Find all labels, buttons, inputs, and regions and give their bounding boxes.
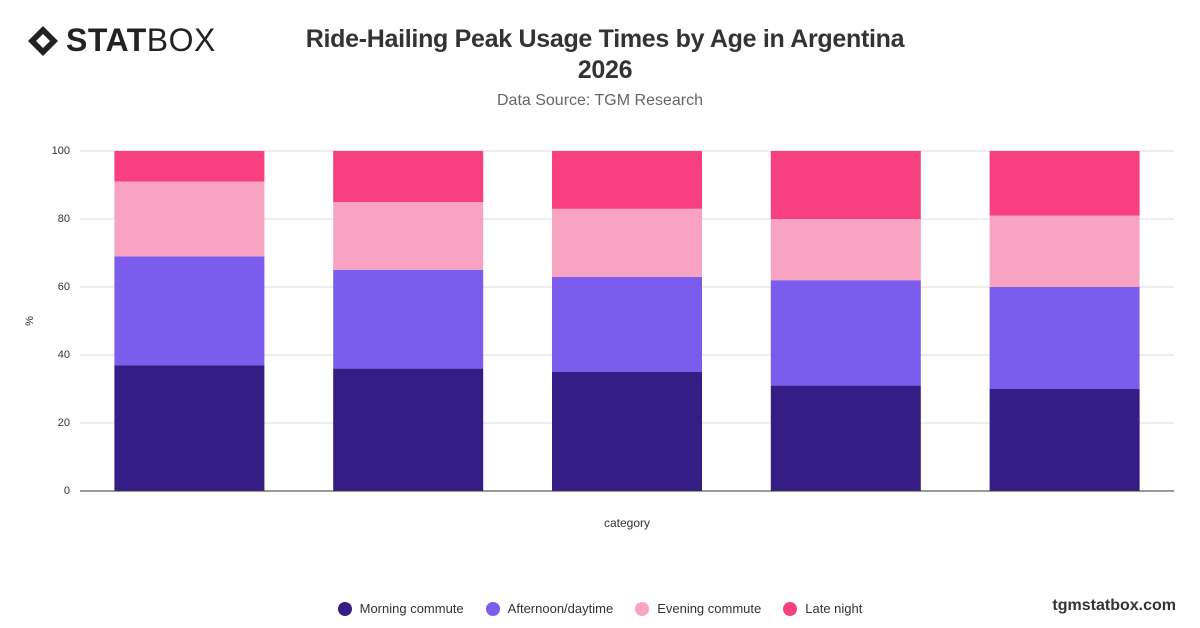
bar-segment bbox=[552, 208, 702, 277]
legend-label: Morning commute bbox=[359, 601, 464, 616]
legend: Morning commute Afternoon/daytime Evening … bbox=[0, 601, 1200, 616]
legend-item: Late night bbox=[783, 601, 862, 616]
bar-segment bbox=[552, 276, 702, 372]
y-tick-label: 60 bbox=[58, 281, 70, 293]
legend-item: Evening commute bbox=[635, 601, 761, 616]
legend-swatch bbox=[485, 601, 500, 616]
bar-segment bbox=[989, 389, 1140, 491]
bar-segment bbox=[114, 151, 265, 182]
legend-label: Afternoon/daytime bbox=[507, 601, 614, 616]
chart-title: Ride-Hailing Peak Usage Times by Age in … bbox=[300, 24, 905, 86]
bar-segment bbox=[989, 151, 1140, 216]
brand: STAT BOX bbox=[26, 22, 216, 59]
legend-label: Evening commute bbox=[657, 601, 762, 616]
y-tick-label: 80 bbox=[58, 213, 70, 225]
bar-segment bbox=[552, 372, 702, 491]
brand-icon bbox=[28, 25, 58, 56]
legend-swatch bbox=[635, 601, 650, 616]
legend-swatch bbox=[783, 601, 798, 616]
bar-segment bbox=[770, 280, 921, 386]
bar-segment bbox=[333, 270, 484, 369]
y-tick-label: 40 bbox=[58, 349, 70, 361]
y-tick-label: 0 bbox=[64, 485, 70, 497]
chart-subtitle: Data Source: TGM Research bbox=[496, 92, 703, 109]
chart-title-text: Ride-Hailing Peak Usage Times by Age in … bbox=[305, 25, 905, 84]
bar-segment bbox=[552, 151, 702, 209]
x-axis-label: category bbox=[604, 516, 650, 530]
legend-swatch bbox=[337, 601, 352, 616]
legend-label: Late night bbox=[805, 601, 863, 616]
bar-segment bbox=[770, 219, 921, 281]
bar-segment bbox=[770, 385, 921, 491]
brand-bold: STAT bbox=[66, 22, 147, 58]
bar-segment bbox=[114, 365, 265, 491]
y-axis-label: % bbox=[24, 316, 36, 326]
bar-segment bbox=[333, 202, 484, 270]
legend-item: Afternoon/daytime bbox=[485, 601, 614, 616]
y-tick-label: 20 bbox=[58, 417, 70, 429]
brand-light: BOX bbox=[146, 22, 216, 58]
bar-segment bbox=[114, 256, 265, 366]
bar-segment bbox=[989, 287, 1140, 389]
bar-segment bbox=[114, 181, 265, 257]
footer: tgmstatbox.com bbox=[1052, 597, 1176, 614]
bar-segment bbox=[770, 151, 921, 219]
legend-item: Morning commute bbox=[337, 601, 464, 616]
bar-segment bbox=[989, 215, 1140, 287]
y-tick-label: 100 bbox=[52, 145, 70, 157]
bar-segment bbox=[333, 368, 484, 491]
bar-segment bbox=[333, 151, 484, 202]
